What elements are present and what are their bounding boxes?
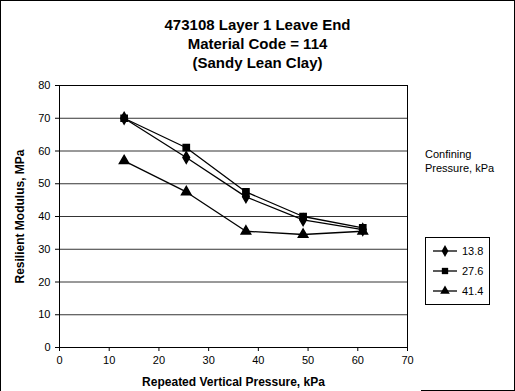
svg-text:Repeated Vertical Pressure, kP: Repeated Vertical Pressure, kPa: [142, 375, 325, 389]
svg-text:40: 40: [252, 354, 264, 366]
html-text:27.6: 27.6: [462, 265, 484, 277]
svg-text:70: 70: [401, 354, 413, 366]
svg-text:50: 50: [302, 354, 314, 366]
svg-text:10: 10: [103, 354, 115, 366]
html-text:13.8: 13.8: [462, 245, 484, 257]
html-text:41.4: 41.4: [462, 285, 484, 297]
html-text:Confining Pressure, kPa: Confining Pressure, kPa: [425, 148, 495, 174]
svg-text:50: 50: [38, 177, 50, 189]
html-text:473108 Layer 1 Leave End: 473108 Layer 1 Leave End: [164, 16, 351, 33]
html-text:Material Code = 114: Material Code = 114: [187, 35, 328, 52]
svg-text:60: 60: [38, 145, 50, 157]
svg-text:30: 30: [203, 354, 215, 366]
svg-text:10: 10: [38, 308, 50, 320]
svg-text:30: 30: [38, 243, 50, 255]
svg-text:20: 20: [153, 354, 165, 366]
svg-text:0: 0: [56, 354, 62, 366]
svg-text:70: 70: [38, 112, 50, 124]
svg-text:Resilient Modulus, MPa: Resilient Modulus, MPa: [13, 149, 27, 283]
html-text:(Sandy Lean Clay): (Sandy Lean Clay): [192, 54, 323, 71]
svg-text:80: 80: [38, 79, 50, 91]
svg-text:20: 20: [38, 276, 50, 288]
svg-text:40: 40: [38, 210, 50, 222]
svg-text:0: 0: [44, 341, 50, 353]
svg-text:60: 60: [352, 354, 364, 366]
